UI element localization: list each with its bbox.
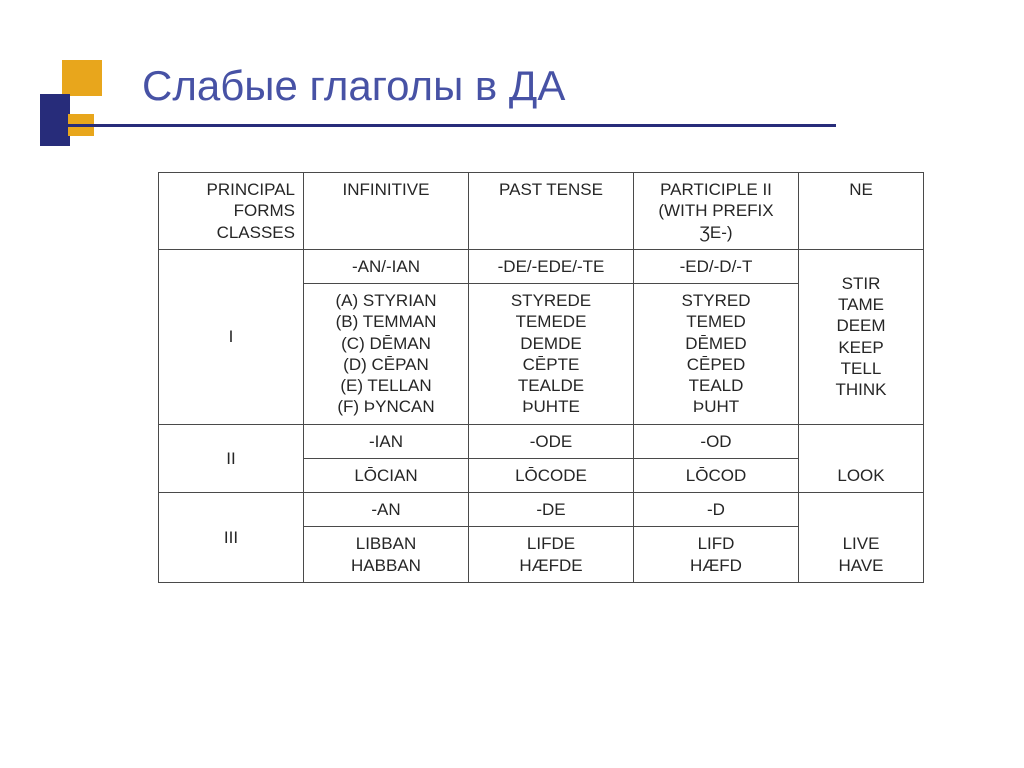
cell-ne-iii: LIVEHAVE (799, 493, 924, 583)
table-header-row: PRINCIPALFORMSCLASSES INFINITIVE PAST TE… (159, 173, 924, 250)
cell-suffix-inf-iii: -AN (304, 493, 469, 527)
header-infinitive: INFINITIVE (304, 173, 469, 250)
table-row: I -AN/-IAN -DE/-EDE/-TE -ED/-D/-T STIRTA… (159, 249, 924, 283)
cell-suffix-past-i: -DE/-EDE/-TE (469, 249, 634, 283)
slide-title: Слабые глаголы в ДА (142, 62, 565, 109)
cell-suffix-past-ii: -ODE (469, 424, 634, 458)
cell-ex-inf-iii: LIBBANHABBAN (304, 527, 469, 583)
header-ne: NE (799, 173, 924, 250)
header-classes: PRINCIPALFORMSCLASSES (159, 173, 304, 250)
header-past-tense: PAST TENSE (469, 173, 634, 250)
cell-ex-inf-i: (A) STYRIAN(B) TEMMAN(C) DĒMAN(D) CĒPAN(… (304, 284, 469, 425)
cell-ex-part2-ii: LŌCOD (634, 458, 799, 492)
cell-ex-past-ii: LŌCODE (469, 458, 634, 492)
weak-verbs-table: PRINCIPALFORMSCLASSES INFINITIVE PAST TE… (158, 172, 924, 583)
table-row: II -IAN -ODE -OD LOOK (159, 424, 924, 458)
class-label-ii: II (159, 424, 304, 493)
slide: Слабые глаголы в ДА PRINCIPALFORMSCLASSE… (0, 0, 1024, 768)
cell-suffix-part2-i: -ED/-D/-T (634, 249, 799, 283)
class-label-i: I (159, 249, 304, 424)
cell-suffix-part2-iii: -D (634, 493, 799, 527)
cell-ex-part2-i: STYREDTEMEDDĒMEDCĒPEDTEALDÞUHT (634, 284, 799, 425)
cell-suffix-inf-i: -AN/-IAN (304, 249, 469, 283)
cell-suffix-part2-ii: -OD (634, 424, 799, 458)
cell-suffix-inf-ii: -IAN (304, 424, 469, 458)
cell-ex-past-iii: LIFDEHÆFDE (469, 527, 634, 583)
cell-suffix-past-iii: -DE (469, 493, 634, 527)
cell-ex-past-i: STYREDETEMEDEDEMDECĒPTETEALDEÞUHTE (469, 284, 634, 425)
verb-table: PRINCIPALFORMSCLASSES INFINITIVE PAST TE… (158, 172, 924, 583)
slide-title-underline (56, 124, 836, 127)
class-label-iii: III (159, 493, 304, 583)
table-row: III -AN -DE -D LIVEHAVE (159, 493, 924, 527)
cell-ne-i: STIRTAMEDEEMKEEPTELLTHINK (799, 249, 924, 424)
header-participle-ii: PARTICIPLE II(WITH PREFIXƷE-) (634, 173, 799, 250)
cell-ex-part2-iii: LIFDHÆFD (634, 527, 799, 583)
cell-ne-ii: LOOK (799, 424, 924, 493)
slide-title-block: Слабые глаголы в ДА (56, 62, 565, 110)
cell-ex-inf-ii: LŌCIAN (304, 458, 469, 492)
